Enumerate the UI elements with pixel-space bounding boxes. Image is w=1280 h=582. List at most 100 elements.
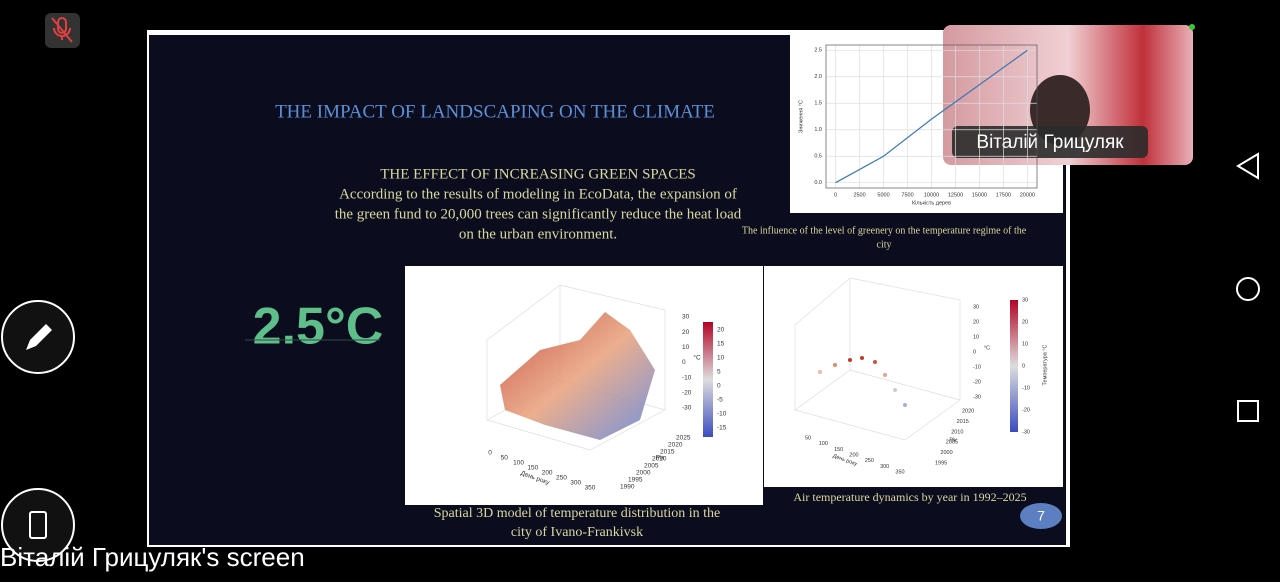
nav-back[interactable]	[1236, 152, 1259, 180]
yticks-label: 2015	[660, 449, 675, 456]
colorbar-label: Температура °C	[1042, 344, 1048, 385]
zticks-label: 30	[973, 304, 979, 310]
colorbar-ticks-label: 0	[1022, 363, 1025, 369]
yticks-label: 1995	[628, 477, 643, 484]
slide-title: THE IMPACT OF LANDSCAPING ON THE CLIMATE	[275, 101, 715, 122]
slide-subtitle: THE EFFECT OF INCREASING GREEN SPACES	[380, 166, 695, 182]
zticks-label: -30	[682, 405, 692, 412]
x-tick-label: 20000	[1020, 192, 1035, 198]
caption: city	[877, 239, 892, 250]
zticks-label: -30	[973, 394, 981, 400]
x-tick-label: 5000	[877, 192, 889, 198]
participant-name: Віталій Грицуляк	[976, 132, 1124, 153]
plot-frame	[825, 44, 1038, 189]
nav-home[interactable]	[1236, 277, 1260, 301]
y-tick-label: 0.0	[814, 180, 822, 186]
z-axis-label: °C	[984, 345, 990, 351]
colorbar	[703, 322, 713, 437]
yticks-label: 2015	[957, 419, 969, 425]
status-dot	[1189, 24, 1195, 30]
caption: city of Ivano-Frankivsk	[511, 525, 643, 540]
zticks-label: 10	[682, 344, 690, 351]
yticks-label: 2025	[676, 435, 691, 442]
xticks-label: 100	[819, 441, 828, 447]
colorbar-ticks-label: 0	[717, 383, 721, 390]
yticks-label: 2010	[951, 429, 963, 435]
x-axis-label: Кількість дерев	[912, 200, 951, 206]
yticks-label: 2020	[962, 408, 974, 414]
xticks-label: 150	[834, 447, 843, 453]
body-line: the green fund to 20,000 trees can signi…	[335, 206, 742, 222]
screen-label: Віталій Грицуляк's screen	[0, 542, 305, 572]
colorbar-ticks-label: -10	[1022, 385, 1030, 391]
xticks-label: 250	[556, 475, 567, 482]
xticks-label: 50	[805, 435, 811, 441]
xticks-label: 300	[570, 480, 581, 487]
scatter-panel	[764, 266, 1063, 487]
yticks-label: 1995	[935, 460, 947, 466]
yticks-label: 2000	[636, 470, 651, 477]
colorbar-ticks-label: -20	[1022, 407, 1030, 413]
colorbar-ticks-label: 30	[1022, 297, 1028, 303]
yticks-label: 2000	[940, 450, 952, 456]
name-tag	[952, 126, 1148, 158]
colorbar-ticks-label: 10	[1022, 341, 1028, 347]
colorbar-ticks-label: -5	[717, 397, 723, 404]
zticks-label: 20	[682, 329, 690, 336]
xticks-label: 100	[513, 460, 524, 467]
yticks-label: 2005	[946, 440, 958, 446]
pencil-icon	[26, 324, 52, 350]
caption: Spatial 3D model of temperature distribu…	[434, 506, 721, 521]
scatter-points	[818, 356, 907, 407]
y-axis-label: Рік	[949, 437, 957, 443]
rotate-button[interactable]	[1, 488, 75, 562]
yticks-label: 2010	[652, 456, 667, 463]
mute-icon	[51, 17, 73, 43]
yticks-label: 1990	[620, 484, 635, 491]
caption: The influence of the level of greenery o…	[742, 225, 1027, 236]
y-tick-label: 2.0	[814, 74, 822, 80]
caption: Air temperature dynamics by year in 1992…	[793, 490, 1026, 504]
colorbar-ticks-label: 5	[717, 369, 721, 376]
xticks-label: 50	[501, 455, 509, 462]
colorbar-ticks-label: 20	[1022, 319, 1028, 325]
y-tick-label: 1.5	[814, 101, 822, 107]
rotate-icon	[29, 511, 47, 539]
colorbar-ticks-label: -10	[717, 411, 727, 418]
zticks-label: -10	[682, 374, 692, 381]
page-number: 7	[1037, 508, 1045, 524]
yticks-label: 2005	[644, 463, 659, 470]
xticks-label: 0	[488, 450, 492, 457]
zticks-label: 0	[973, 349, 976, 355]
x-tick-label: 12500	[948, 192, 963, 198]
colorbar-ticks-label: 15	[717, 341, 725, 348]
y-tick-label: 2.5	[814, 48, 822, 54]
zticks-label: 10	[973, 334, 979, 340]
zticks-label: 30	[682, 314, 690, 321]
x-tick-label: 15000	[972, 192, 987, 198]
scatter-axes	[794, 277, 961, 441]
line	[835, 49, 1028, 184]
colorbar-ticks-label: 10	[717, 355, 725, 362]
zticks-label: -20	[973, 379, 981, 385]
colorbar-label: °C	[693, 354, 701, 362]
x-tick-label: 7500	[901, 192, 913, 198]
zticks-label: 0	[682, 359, 686, 366]
zticks-label: 20	[973, 319, 979, 325]
colorbar	[1010, 300, 1018, 432]
xticks-label: 150	[527, 465, 538, 472]
y-tick-label: 0.5	[814, 154, 822, 160]
colorbar-ticks-label: -15	[717, 425, 727, 432]
nav-recent[interactable]	[1237, 400, 1259, 422]
colorbar-ticks-label: 20	[717, 327, 725, 334]
xticks-label: 200	[849, 452, 858, 458]
yticks-label: 2020	[668, 442, 683, 449]
xticks-label: 350	[895, 469, 904, 475]
x-tick-label: 17500	[996, 192, 1011, 198]
big-value: 2.5°C	[253, 298, 384, 356]
page-badge	[1020, 503, 1062, 529]
surface	[500, 312, 655, 440]
x-tick-label: 0	[834, 192, 837, 198]
